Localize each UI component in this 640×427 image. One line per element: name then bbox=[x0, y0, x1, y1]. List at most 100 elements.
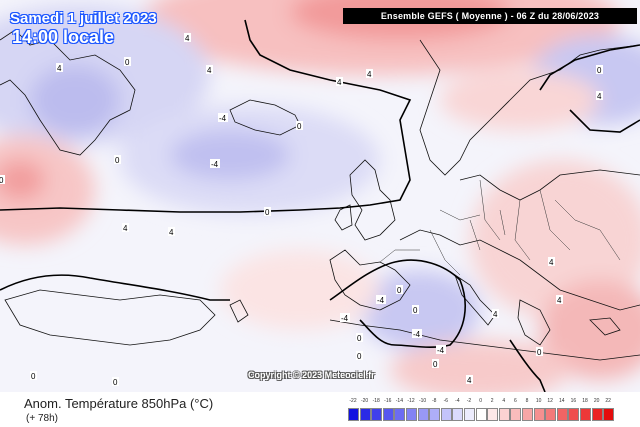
svg-text:-4: -4 bbox=[437, 346, 445, 355]
forecast-lead-time: (+ 78h) bbox=[26, 413, 58, 424]
legend-tick-label: -8 bbox=[431, 398, 437, 404]
svg-text:0: 0 bbox=[357, 334, 362, 343]
legend-color-swatch bbox=[394, 408, 406, 421]
svg-text:-4: -4 bbox=[341, 314, 349, 323]
legend-tick-label: -4 bbox=[455, 398, 460, 404]
legend-tick-label: 8 bbox=[525, 398, 529, 404]
legend-color-swatch bbox=[440, 408, 452, 421]
legend-tick-label: -6 bbox=[443, 398, 449, 404]
legend-color-swatch bbox=[382, 408, 394, 421]
legend-color-swatch bbox=[406, 408, 417, 421]
legend-color-swatch bbox=[348, 408, 359, 421]
contour-value-label: 0 bbox=[112, 377, 119, 387]
legend-color-swatch bbox=[510, 408, 522, 421]
legend-tick-label: 18 bbox=[582, 398, 588, 404]
svg-text:4: 4 bbox=[169, 228, 174, 237]
svg-text:4: 4 bbox=[557, 296, 562, 305]
legend-color-swatch bbox=[603, 408, 615, 421]
svg-text:0: 0 bbox=[113, 378, 118, 387]
borders bbox=[379, 179, 621, 276]
contour-value-label: 4 bbox=[466, 375, 473, 385]
legend-tick-label: -18 bbox=[372, 398, 380, 404]
svg-text:4: 4 bbox=[123, 224, 128, 233]
legend-tick-label: 0 bbox=[479, 398, 482, 404]
legend-color-swatch bbox=[371, 408, 383, 421]
svg-text:4: 4 bbox=[549, 258, 554, 267]
contour-value-label: 4 bbox=[492, 309, 499, 319]
svg-text:0: 0 bbox=[125, 58, 130, 67]
legend-color-swatch bbox=[591, 408, 603, 421]
valid-time: 14:00 locale bbox=[12, 27, 115, 47]
legend-color-swatch bbox=[545, 408, 557, 421]
contour-value-label: 0 bbox=[356, 333, 363, 343]
legend-tick-label: 22 bbox=[605, 398, 611, 404]
legend-color-swatch bbox=[498, 408, 510, 421]
legend-color-swatch bbox=[464, 408, 475, 421]
svg-text:-4: -4 bbox=[219, 114, 227, 123]
svg-text:0: 0 bbox=[397, 286, 402, 295]
contour-value-label: 0 bbox=[432, 359, 439, 369]
legend-tick-label: -22 bbox=[349, 398, 357, 404]
legend-tick-label: 12 bbox=[547, 398, 553, 404]
contour-value-label: 4 bbox=[206, 65, 213, 75]
contour-value-label: 0 bbox=[264, 207, 271, 217]
legend-tick-label: -20 bbox=[360, 398, 369, 404]
legend-color-swatch bbox=[580, 408, 591, 421]
anomaly-contours bbox=[0, 19, 640, 392]
contour-value-label: 0 bbox=[356, 351, 363, 361]
legend-tick-label: 14 bbox=[559, 398, 565, 404]
contour-value-label: 4 bbox=[366, 69, 373, 79]
legend-tick-label: -10 bbox=[418, 398, 427, 404]
legend-tick-label: 16 bbox=[570, 398, 577, 404]
contour-value-label: 4 bbox=[336, 77, 343, 87]
contour-value-label: 4 bbox=[548, 257, 555, 267]
legend-color-swatch bbox=[568, 408, 580, 421]
svg-text:0: 0 bbox=[357, 352, 362, 361]
legend-color-swatch bbox=[429, 408, 441, 421]
legend-tick-label: 4 bbox=[502, 398, 506, 404]
svg-text:0: 0 bbox=[297, 122, 302, 131]
legend-tick-label: -14 bbox=[395, 398, 403, 404]
legend-tick-label: 20 bbox=[593, 398, 600, 404]
contour-value-label: 4 bbox=[168, 227, 175, 237]
svg-text:4: 4 bbox=[337, 78, 342, 87]
svg-text:4: 4 bbox=[185, 34, 190, 43]
contour-value-label: 0 bbox=[536, 347, 543, 357]
contour-value-label: -4 bbox=[210, 159, 220, 169]
svg-text:0: 0 bbox=[31, 372, 36, 381]
svg-text:-4: -4 bbox=[377, 296, 385, 305]
contour-value-label: 4 bbox=[122, 223, 129, 233]
contour-value-label: 0 bbox=[396, 285, 403, 295]
legend-color-swatch bbox=[533, 408, 545, 421]
svg-text:0: 0 bbox=[433, 360, 438, 369]
svg-text:0: 0 bbox=[537, 348, 542, 357]
legend-color-swatch bbox=[487, 408, 499, 421]
svg-text:-4: -4 bbox=[211, 160, 219, 169]
contour-value-label: 4 bbox=[556, 295, 563, 305]
contour-value-label: -4 bbox=[436, 345, 446, 355]
svg-text:4: 4 bbox=[493, 310, 498, 319]
contour-value-label: -4 bbox=[218, 113, 228, 123]
run-info-banner: Ensemble GEFS ( Moyenne ) - 06 Z du 28/0… bbox=[343, 8, 637, 24]
valid-date: Samedi 1 juillet 2023 bbox=[10, 10, 157, 27]
contour-value-label: 0 bbox=[124, 57, 131, 67]
coastlines bbox=[0, 29, 640, 361]
legend-tick-label: 2 bbox=[490, 398, 494, 404]
svg-text:4: 4 bbox=[467, 376, 472, 385]
svg-text:0: 0 bbox=[115, 156, 120, 165]
contour-value-label: 0 bbox=[114, 155, 121, 165]
svg-text:0: 0 bbox=[413, 306, 418, 315]
legend-color-swatch bbox=[556, 408, 568, 421]
contour-value-label: 4 bbox=[596, 91, 603, 101]
map-parameter-title: Anom. Température 850hPa (°C) bbox=[24, 396, 214, 411]
svg-text:4: 4 bbox=[367, 70, 372, 79]
legend-color-swatch bbox=[359, 408, 371, 421]
contour-value-label: 4 bbox=[56, 63, 63, 73]
color-scale-legend: -22 -20 -18 -16 -14 -12 -10 -8 -6 -4 -2 0 2 4 6 8 10 12 14… bbox=[348, 398, 616, 424]
svg-text:4: 4 bbox=[57, 64, 62, 73]
contour-value-label: 0 bbox=[30, 371, 37, 381]
svg-text:-4: -4 bbox=[413, 330, 421, 339]
contour-value-label: -4 bbox=[412, 329, 422, 339]
contour-value-label: -4 bbox=[340, 313, 350, 323]
contour-value-label: 0 bbox=[0, 175, 5, 185]
